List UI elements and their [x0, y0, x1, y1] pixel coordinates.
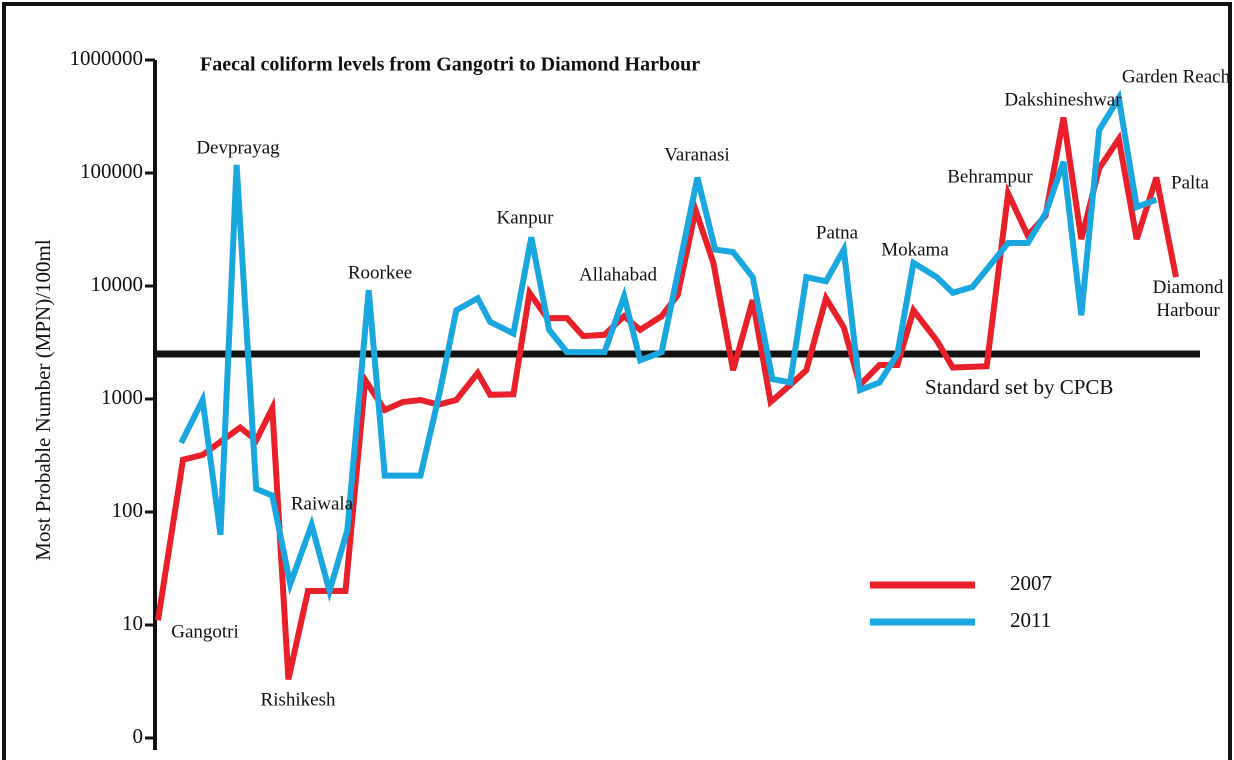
station-label: Allahabad	[578, 264, 658, 286]
station-label: Palta	[1171, 172, 1209, 194]
y-tick-label: 100000	[80, 159, 143, 183]
station-label: Devprayag	[196, 137, 280, 159]
legend-label: 2011	[1010, 608, 1051, 632]
legend-label: 2007	[1010, 571, 1052, 595]
station-label: Mokama	[881, 239, 949, 261]
y-tick-label: 10000	[91, 272, 144, 296]
y-tick-label: 1000	[101, 385, 143, 409]
standard-label: Standard set by CPCB	[925, 375, 1113, 399]
station-label: Patna	[815, 222, 859, 244]
station-label: Roorkee	[347, 262, 413, 284]
series-line	[178, 89, 1158, 603]
station-label: Garden Reach	[1121, 66, 1231, 88]
station-label: Raiwala	[290, 493, 354, 515]
y-tick-label: 100	[112, 498, 144, 522]
y-tick-label: 10	[122, 611, 143, 635]
station-label: Behrampur	[947, 166, 1033, 188]
station-label: Diamond Harbour	[1152, 277, 1224, 321]
y-tick-label: 1000000	[70, 46, 144, 70]
station-label: Gangotri	[171, 621, 239, 643]
y-tick-label: 0	[133, 724, 144, 748]
y-axis-label: Most Probable Number (MPN)/100ml	[31, 239, 55, 561]
station-label: Dakshineshwar	[1004, 89, 1122, 111]
station-label: Kanpur	[496, 207, 554, 229]
station-label: Rishikesh	[260, 689, 336, 711]
station-label: Varanasi	[664, 144, 730, 166]
chart-title: Faecal coliform levels from Gangotri to …	[200, 54, 700, 76]
